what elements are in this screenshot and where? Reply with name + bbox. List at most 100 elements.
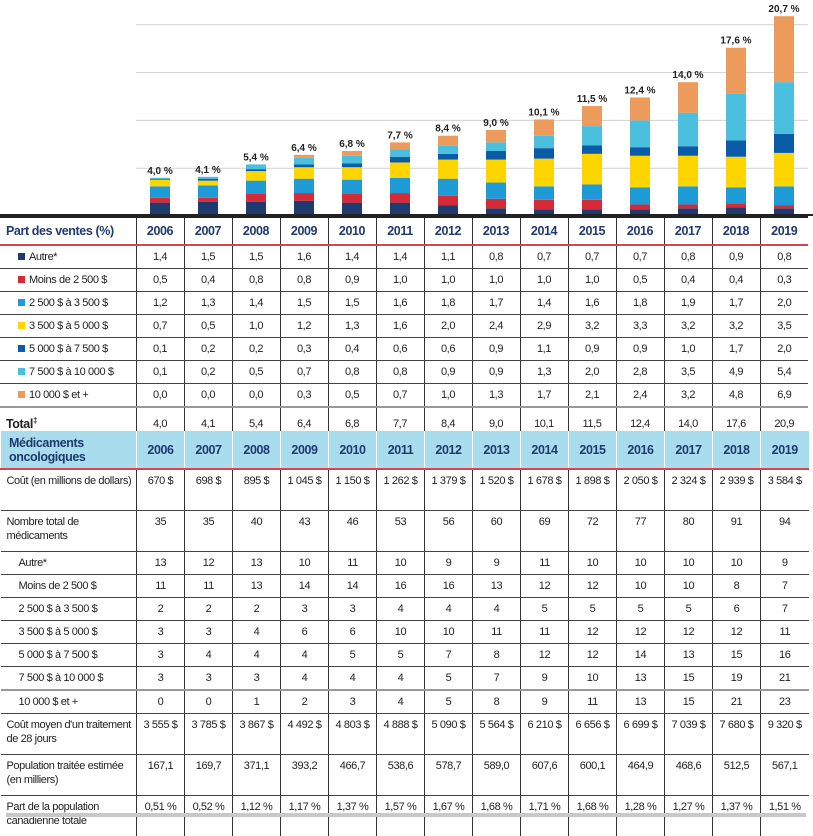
year-header: 2018 [713, 431, 761, 469]
table-cell: 5 [329, 644, 377, 667]
bar-segment [390, 178, 410, 193]
bar-segment [630, 147, 650, 156]
table-cell: 91 [713, 511, 761, 552]
table-cell: 0,8 [760, 245, 808, 269]
year-header: 2008 [233, 431, 281, 469]
bar-segment [774, 153, 794, 186]
bar-segment [726, 140, 746, 156]
table-cell: 1,4 [328, 245, 376, 269]
table-cell: 10 [377, 621, 425, 644]
stacked-bar-chart: 4,0 %4,1 %5,4 %6,4 %6,8 %7,7 %8,4 %9,0 %… [0, 0, 813, 216]
table-cell: 2,8 [616, 361, 664, 384]
table-cell: 7 [761, 575, 809, 598]
table-cell: 0,0 [232, 384, 280, 408]
bar-segment [294, 179, 314, 193]
legend-label: Moins de 2 500 $ [29, 274, 107, 286]
table-cell: 13 [233, 552, 281, 575]
bar-segment [390, 157, 410, 163]
table-cell: 9 [761, 552, 809, 575]
table-cell: 512,5 [713, 755, 761, 796]
legend-swatch-icon [18, 276, 25, 283]
bar-segment [438, 160, 458, 179]
table-cell: 14 [617, 644, 665, 667]
table-cell: 2,9 [520, 315, 568, 338]
table-cell: 2,0 [760, 338, 808, 361]
bar-total-label: 5,4 % [243, 152, 269, 163]
bar-segment [150, 186, 170, 197]
bar-segment [246, 171, 266, 181]
table-cell: 0 [185, 690, 233, 714]
table-cell: 3,2 [664, 315, 712, 338]
bar-segment [678, 156, 698, 187]
table-cell: 1,5 [280, 292, 328, 315]
year-header: 2016 [616, 217, 664, 246]
table-cell: 7 039 $ [665, 714, 713, 755]
year-header: 2014 [520, 217, 568, 246]
table-cell: 10 [617, 552, 665, 575]
legend-label: Autre* [29, 251, 57, 263]
bar-total-label: 9,0 % [483, 118, 509, 129]
bar-segment [246, 181, 266, 194]
legend-label: 3 500 $ à 5 000 $ [29, 320, 108, 332]
bar-segment [582, 126, 602, 145]
legend-swatch-icon [18, 299, 25, 306]
table1-header: Part des ventes (%) [0, 217, 136, 246]
table-cell: 11 [185, 575, 233, 598]
table-cell: 1,6 [280, 245, 328, 269]
bar-segment [342, 194, 362, 203]
legend-swatch-icon [18, 368, 25, 375]
table-cell: 2 050 $ [617, 469, 665, 511]
year-header: 2011 [376, 217, 424, 246]
table-cell: 4 [377, 690, 425, 714]
table-cell: 8 [473, 644, 521, 667]
row-label: 2 500 $ à 3 500 $ [0, 292, 136, 315]
table-cell: 11 [521, 621, 569, 644]
table-cell: 0,8 [232, 269, 280, 292]
table-cell: 16 [425, 575, 473, 598]
bar-segment [630, 187, 650, 204]
bar-segment [678, 82, 698, 113]
table-cell: 69 [521, 511, 569, 552]
table-cell: 0,3 [280, 384, 328, 408]
table-cell: 0,9 [472, 338, 520, 361]
bar-segment [150, 178, 170, 179]
table-cell: 5 [425, 690, 473, 714]
bar-segment [246, 194, 266, 202]
table-cell: 2 [281, 690, 329, 714]
table-cell: 4 [473, 598, 521, 621]
table-cell: 167,1 [137, 755, 185, 796]
year-header: 2013 [472, 217, 520, 246]
bar-total-label: 10,1 % [528, 107, 559, 118]
table-cell: 3 [137, 644, 185, 667]
bar-segment [678, 113, 698, 146]
bar-segment [534, 136, 554, 148]
table-cell: 0,7 [616, 245, 664, 269]
table-cell: 13 [665, 644, 713, 667]
table-cell: 19 [713, 667, 761, 691]
table-cell: 4 [281, 667, 329, 691]
bar-segment [534, 186, 554, 199]
table-cell: 13 [617, 690, 665, 714]
table-cell: 4 [425, 598, 473, 621]
row-label: 2 500 $ à 3 500 $ [1, 598, 137, 621]
table-cell: 60 [473, 511, 521, 552]
table-cell: 0,2 [184, 361, 232, 384]
table-cell: 169,7 [185, 755, 233, 796]
table-cell: 14 [281, 575, 329, 598]
row-label: Autre* [1, 552, 137, 575]
table-cell: 2,0 [424, 315, 472, 338]
bar-segment [534, 200, 554, 210]
table-cell: 1 150 $ [329, 469, 377, 511]
year-header: 2015 [569, 431, 617, 469]
year-header: 2019 [761, 431, 809, 469]
bar-segment [438, 154, 458, 160]
table-cell: 11 [761, 621, 809, 644]
table-cell: 0,2 [232, 338, 280, 361]
bottom-rule [6, 813, 806, 817]
table-cell: 5 [377, 644, 425, 667]
table-cell: 1,7 [472, 292, 520, 315]
table-cell: 5 090 $ [425, 714, 473, 755]
table-cell: 8 [473, 690, 521, 714]
